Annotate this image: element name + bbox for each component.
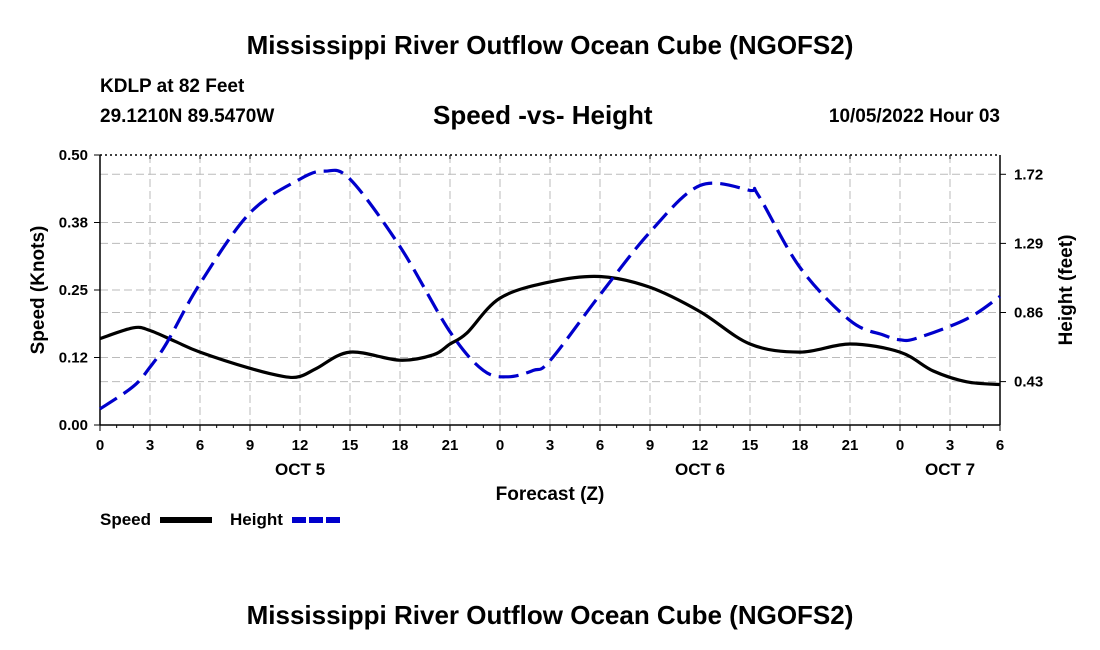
y-tick-label: 0.12 — [59, 350, 88, 367]
y2-tick-label: 0.43 — [1014, 374, 1043, 391]
x-tick-label: 15 — [342, 437, 359, 454]
y-tick-label: 0.00 — [59, 417, 88, 434]
chart-subtitle: Speed -vs- Height — [433, 100, 653, 130]
series — [99, 168, 1001, 411]
x-tick-label: 21 — [842, 437, 859, 454]
series-line-height — [99, 168, 1001, 411]
y2-axis-title: Height (feet) — [1056, 235, 1077, 346]
y-tick-label: 0.50 — [59, 147, 88, 164]
station-coordinates: 29.1210N 89.5470W — [100, 106, 275, 127]
forecast-datetime: 10/05/2022 Hour 03 — [828, 106, 1000, 127]
y2-tick-label: 1.29 — [1014, 235, 1043, 252]
y-tick-label: 0.38 — [59, 215, 88, 232]
footer-title: Mississippi River Outflow Ocean Cube (NG… — [246, 600, 854, 630]
day-label: OCT 5 — [275, 460, 325, 479]
x-tick-label: 15 — [742, 437, 759, 454]
x-axis-title: Forecast (Z) — [496, 484, 605, 505]
x-tick-label: 6 — [996, 437, 1004, 454]
y-tick-label: 0.25 — [59, 282, 88, 299]
station-label: KDLP at 82 Feet — [100, 76, 245, 97]
y2-tick-label: 0.86 — [1014, 305, 1043, 322]
x-tick-label: 6 — [596, 437, 604, 454]
x-tick-label: 0 — [96, 437, 104, 454]
x-tick-label: 3 — [146, 437, 154, 454]
x-tick-label: 18 — [392, 437, 409, 454]
day-label: OCT 6 — [675, 460, 725, 479]
x-tick-label: 12 — [292, 437, 309, 454]
y2-tick-label: 1.72 — [1014, 166, 1043, 183]
x-tick-label: 12 — [692, 437, 709, 454]
grid — [100, 155, 1000, 425]
series-line-speed — [99, 274, 1001, 387]
legend: Speed Height — [100, 510, 342, 529]
x-tick-label: 9 — [246, 437, 254, 454]
y-axis-title: Speed (Knots) — [28, 226, 49, 355]
x-tick-label: 3 — [946, 437, 954, 454]
x-tick-label: 18 — [792, 437, 809, 454]
x-tick-label: 6 — [196, 437, 204, 454]
x-tick-label: 9 — [646, 437, 654, 454]
x-tick-label: 0 — [496, 437, 504, 454]
legend-height-label: Height — [230, 510, 283, 529]
x-tick-label: 21 — [442, 437, 459, 454]
legend-speed-label: Speed — [100, 510, 151, 529]
x-tick-label: 0 — [896, 437, 904, 454]
x-tick-label: 3 — [546, 437, 554, 454]
page-title: Mississippi River Outflow Ocean Cube (NG… — [246, 30, 854, 60]
axes — [94, 154, 1006, 431]
axis-labels: 0 3 6 9 12 15 18 21 0 3 6 9 12 15 18 21 0 3 6 OCT 5 OCT 6 OCT… — [28, 147, 1077, 505]
day-label: OCT 7 — [925, 460, 975, 479]
